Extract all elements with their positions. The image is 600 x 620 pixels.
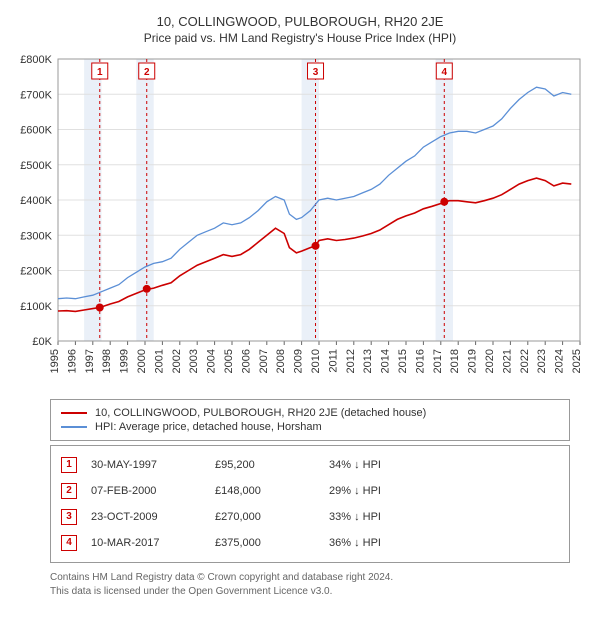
legend-swatch: [61, 412, 87, 414]
svg-text:4: 4: [441, 67, 447, 78]
svg-text:£700K: £700K: [20, 89, 52, 101]
legend-label: 10, COLLINGWOOD, PULBOROUGH, RH20 2JE (d…: [95, 407, 426, 419]
svg-text:2012: 2012: [345, 349, 357, 373]
transaction-price: £95,200: [215, 459, 315, 471]
transactions-table: 1 30-MAY-1997 £95,200 34% ↓ HPI 2 07-FEB-2000…: [50, 445, 570, 563]
transaction-price: £148,000: [215, 485, 315, 497]
svg-text:1996: 1996: [66, 349, 78, 373]
svg-text:£500K: £500K: [20, 160, 52, 172]
svg-text:2022: 2022: [519, 349, 531, 373]
svg-text:2018: 2018: [449, 349, 461, 373]
svg-text:3: 3: [313, 67, 319, 78]
svg-text:2008: 2008: [275, 349, 287, 373]
legend-label: HPI: Average price, detached house, Hors…: [95, 421, 322, 433]
svg-text:1: 1: [97, 67, 103, 78]
legend-item: HPI: Average price, detached house, Hors…: [61, 420, 559, 434]
transaction-diff: 36% ↓ HPI: [329, 537, 439, 549]
transaction-badge: 2: [61, 483, 77, 499]
svg-text:2013: 2013: [362, 349, 374, 373]
transaction-date: 07-FEB-2000: [91, 485, 201, 497]
svg-text:2005: 2005: [223, 349, 235, 373]
transaction-price: £270,000: [215, 511, 315, 523]
svg-text:2016: 2016: [414, 349, 426, 373]
svg-text:£200K: £200K: [20, 266, 52, 278]
svg-text:1995: 1995: [49, 349, 61, 373]
svg-text:2006: 2006: [240, 349, 252, 373]
transaction-diff: 34% ↓ HPI: [329, 459, 439, 471]
svg-text:1997: 1997: [84, 349, 96, 373]
svg-text:£600K: £600K: [20, 125, 52, 137]
legend-swatch: [61, 426, 87, 428]
svg-text:£800K: £800K: [20, 54, 52, 66]
svg-text:2004: 2004: [206, 349, 218, 373]
transaction-badge: 1: [61, 457, 77, 473]
svg-text:£400K: £400K: [20, 195, 52, 207]
svg-text:£300K: £300K: [20, 230, 52, 242]
svg-text:2002: 2002: [171, 349, 183, 373]
footer-attribution: Contains HM Land Registry data © Crown c…: [50, 571, 570, 598]
svg-text:2020: 2020: [484, 349, 496, 373]
svg-text:2015: 2015: [397, 349, 409, 373]
chart-svg: £0K £100K £200K £300K £400K £500K £600K £700K £8…: [10, 51, 590, 391]
svg-text:2021: 2021: [501, 349, 513, 373]
svg-text:2000: 2000: [136, 349, 148, 373]
svg-text:2019: 2019: [467, 349, 479, 373]
svg-text:2014: 2014: [380, 349, 392, 373]
legend: 10, COLLINGWOOD, PULBOROUGH, RH20 2JE (d…: [50, 399, 570, 441]
svg-text:2025: 2025: [571, 349, 583, 373]
svg-text:1998: 1998: [101, 349, 113, 373]
transaction-price: £375,000: [215, 537, 315, 549]
transaction-row: 1 30-MAY-1997 £95,200 34% ↓ HPI: [61, 452, 559, 478]
transaction-diff: 33% ↓ HPI: [329, 511, 439, 523]
svg-text:1999: 1999: [119, 349, 131, 373]
chart-title: 10, COLLINGWOOD, PULBOROUGH, RH20 2JE: [10, 10, 590, 31]
footer-line2: This data is licensed under the Open Gov…: [50, 585, 570, 599]
chart-plot-area: £0K £100K £200K £300K £400K £500K £600K £700K £8…: [10, 51, 590, 391]
svg-text:2003: 2003: [188, 349, 200, 373]
svg-text:2023: 2023: [536, 349, 548, 373]
svg-text:2007: 2007: [258, 349, 270, 373]
legend-item: 10, COLLINGWOOD, PULBOROUGH, RH20 2JE (d…: [61, 406, 559, 420]
chart-container: 10, COLLINGWOOD, PULBOROUGH, RH20 2JE Pr…: [0, 0, 600, 620]
svg-text:2017: 2017: [432, 349, 444, 373]
svg-text:2: 2: [144, 67, 150, 78]
transaction-badge: 3: [61, 509, 77, 525]
transaction-row: 4 10-MAR-2017 £375,000 36% ↓ HPI: [61, 530, 559, 556]
transaction-diff: 29% ↓ HPI: [329, 485, 439, 497]
transaction-date: 10-MAR-2017: [91, 537, 201, 549]
transaction-row: 2 07-FEB-2000 £148,000 29% ↓ HPI: [61, 478, 559, 504]
transaction-badge: 4: [61, 535, 77, 551]
svg-text:2010: 2010: [310, 349, 322, 373]
chart-subtitle: Price paid vs. HM Land Registry's House …: [10, 31, 590, 51]
svg-text:2009: 2009: [293, 349, 305, 373]
svg-text:2011: 2011: [327, 349, 339, 373]
transaction-row: 3 23-OCT-2009 £270,000 33% ↓ HPI: [61, 504, 559, 530]
svg-text:£100K: £100K: [20, 301, 52, 313]
svg-text:£0K: £0K: [32, 336, 52, 348]
footer-line1: Contains HM Land Registry data © Crown c…: [50, 571, 570, 585]
transaction-date: 30-MAY-1997: [91, 459, 201, 471]
svg-text:2024: 2024: [554, 349, 566, 373]
svg-text:2001: 2001: [153, 349, 165, 373]
transaction-date: 23-OCT-2009: [91, 511, 201, 523]
